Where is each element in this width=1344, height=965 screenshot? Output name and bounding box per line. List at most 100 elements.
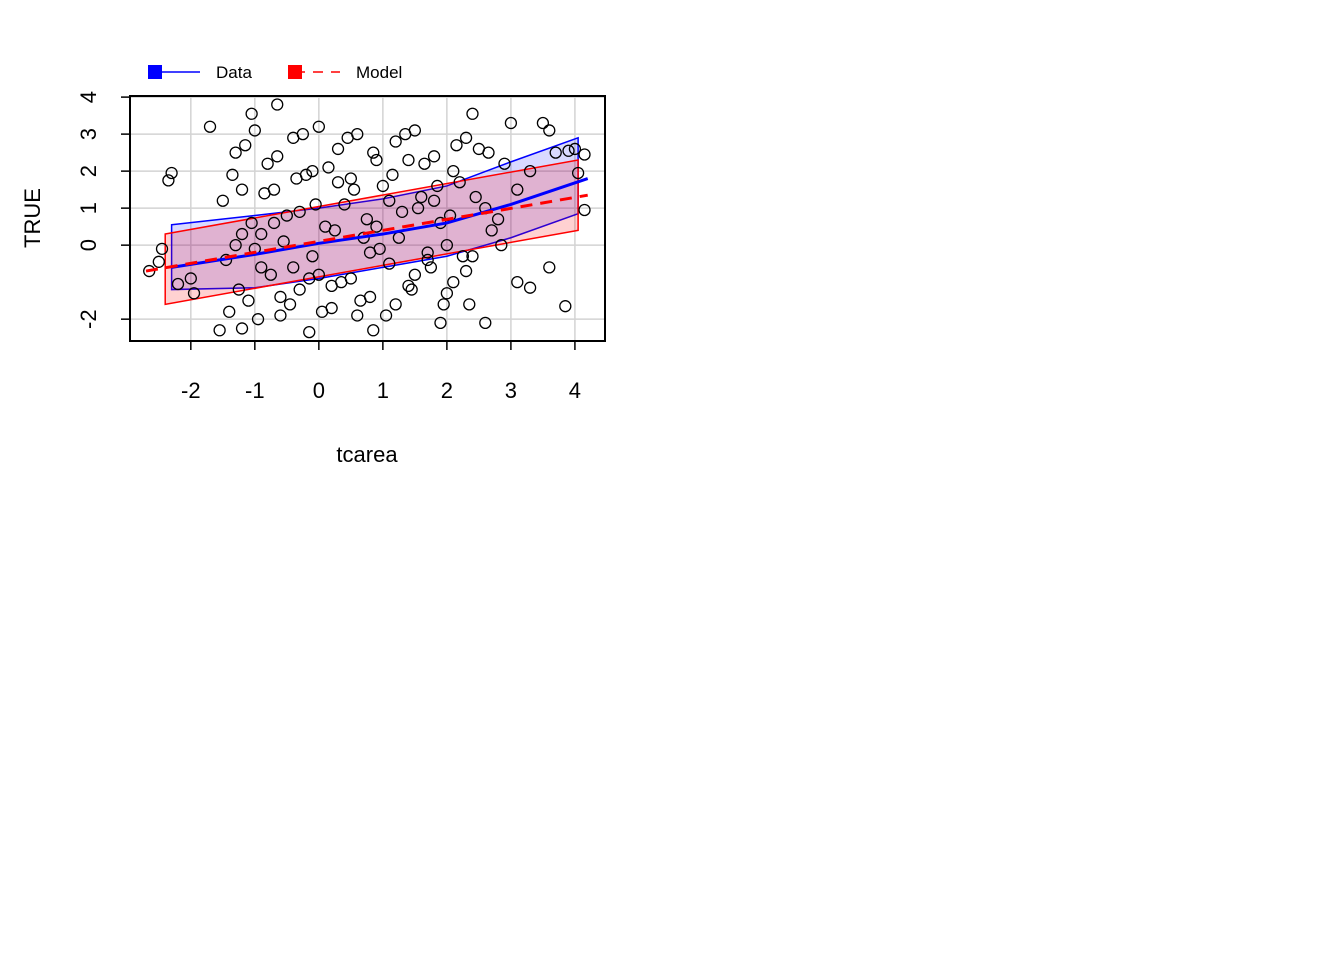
scatter-point <box>498 157 511 170</box>
plot-frame <box>129 95 606 342</box>
scatter-point <box>312 120 325 133</box>
x-tick-label: 3 <box>505 378 517 403</box>
scatter-point <box>306 250 319 263</box>
scatter-point <box>290 172 303 185</box>
scatter-point <box>245 216 258 230</box>
scatter-point <box>171 277 185 291</box>
scatter-point <box>152 255 165 268</box>
scatter-point <box>399 127 412 141</box>
scatter-point <box>562 144 575 157</box>
scatter-point <box>367 146 380 159</box>
scatter-point <box>447 276 460 289</box>
scatter-point <box>235 183 249 196</box>
scatter-point <box>351 309 364 322</box>
y-tick-label: 1 <box>76 202 101 214</box>
scatter-point <box>376 179 390 193</box>
scatter-point <box>437 298 450 311</box>
scatter-point <box>379 309 393 322</box>
scatter-point <box>395 205 409 218</box>
x-tick-label: -1 <box>245 378 265 403</box>
scatter-point <box>383 257 396 270</box>
scatter-point <box>415 190 428 204</box>
scatter-point <box>248 124 261 137</box>
scatter-point <box>223 305 236 318</box>
scatter-point <box>155 242 169 255</box>
scatter-point <box>434 316 447 330</box>
scatter-point <box>239 139 252 152</box>
scatter-point <box>479 316 492 330</box>
scatter-point <box>383 194 396 207</box>
scatter-point <box>440 238 454 252</box>
scatter-point <box>312 268 325 281</box>
scatter-point <box>338 198 351 211</box>
scatter-point <box>427 150 441 163</box>
scatter-point <box>421 253 434 267</box>
legend-label: Model <box>356 63 402 82</box>
scatter-point <box>331 176 345 189</box>
scatter-point <box>463 298 476 311</box>
scatter-point <box>456 250 470 263</box>
scatter-point <box>549 146 562 159</box>
scatter-point <box>495 238 508 252</box>
scatter-point <box>370 220 383 233</box>
scatter-point <box>309 198 322 211</box>
y-tick-label: 2 <box>76 165 101 177</box>
x-tick-label: -2 <box>181 378 201 403</box>
scatter-point <box>341 131 354 144</box>
x-tick-label: 4 <box>569 378 581 403</box>
series-line <box>145 193 588 273</box>
scatter-point <box>511 183 524 196</box>
scatter-point <box>235 227 249 241</box>
scatter-point <box>511 276 524 289</box>
scatter-point <box>203 120 217 133</box>
scatter-point <box>303 325 316 339</box>
scatter-point <box>229 238 242 252</box>
scatter-point <box>277 235 290 248</box>
scatter-point <box>386 168 399 181</box>
scatter-point <box>242 294 255 307</box>
scatter-point <box>328 224 342 237</box>
scatter-point <box>245 107 258 120</box>
scatter-point <box>267 216 281 230</box>
scatter-point <box>440 287 454 300</box>
scatter-point <box>264 268 277 281</box>
scatter-point <box>235 322 249 335</box>
y-tick-label: 3 <box>76 128 101 140</box>
y-tick-label: 0 <box>76 239 101 251</box>
scatter-point <box>523 281 537 294</box>
scatter-point <box>274 309 287 322</box>
x-axis-label: tcarea <box>336 442 398 467</box>
scatter-point <box>347 183 361 196</box>
scatter-point <box>447 164 460 178</box>
scatter-point <box>466 250 479 263</box>
scatter-point <box>418 157 431 170</box>
scatter-point <box>370 153 383 167</box>
scatter-point <box>226 168 239 181</box>
scatter-point <box>491 213 505 226</box>
scatter-point <box>421 246 434 259</box>
x-tick-label: 2 <box>441 378 453 403</box>
scatter-point <box>283 298 297 311</box>
scatter-point <box>485 224 498 237</box>
scatter-point <box>322 161 335 174</box>
scatter-point <box>296 127 309 141</box>
scatter-point <box>251 313 265 326</box>
scatter-point <box>453 176 466 189</box>
scatter-point <box>389 135 402 148</box>
scatter-point <box>578 203 591 217</box>
x-tick-label: 1 <box>377 378 389 403</box>
y-tick-label: 4 <box>76 91 101 103</box>
scatter-point <box>258 187 271 200</box>
scatter-point <box>187 287 201 300</box>
scatter-point <box>543 261 556 274</box>
scatter-point <box>293 283 306 296</box>
scatter-point <box>162 174 175 187</box>
scatter-point <box>255 227 268 241</box>
scatter-point <box>255 261 268 274</box>
scatter-point <box>543 124 556 137</box>
scatter-point <box>427 194 441 207</box>
scatter-point <box>274 290 287 304</box>
scatter-point <box>459 131 473 144</box>
scatter-point <box>568 142 582 156</box>
